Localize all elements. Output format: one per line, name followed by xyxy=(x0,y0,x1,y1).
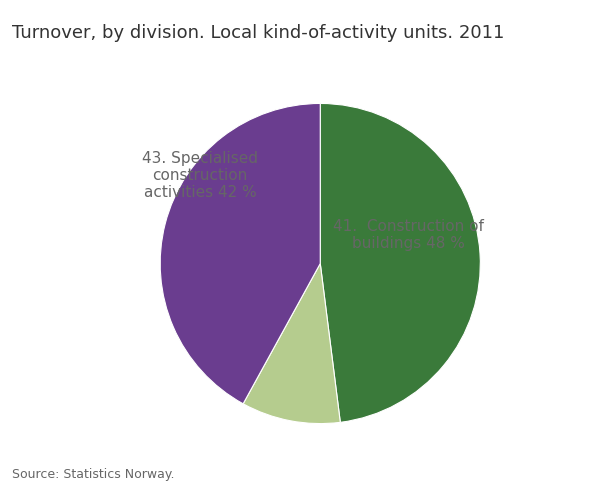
Text: Source: Statistics Norway.: Source: Statistics Norway. xyxy=(12,468,174,481)
Text: 42. Civil
enineering
10 %: 42. Civil enineering 10 % xyxy=(0,487,1,488)
Wedge shape xyxy=(243,264,340,424)
Text: Turnover, by division. Local kind-of-activity units. 2011: Turnover, by division. Local kind-of-act… xyxy=(12,24,504,42)
Wedge shape xyxy=(160,103,320,404)
Text: 43. Specialised
construction
activities 42 %: 43. Specialised construction activities … xyxy=(142,151,258,201)
Wedge shape xyxy=(320,103,480,422)
Text: 41.  Construction of
buildings 48 %: 41. Construction of buildings 48 % xyxy=(333,219,484,251)
